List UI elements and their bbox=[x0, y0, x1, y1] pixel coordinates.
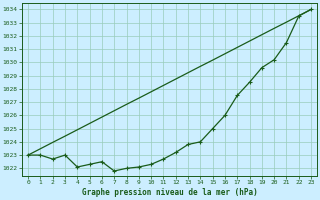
X-axis label: Graphe pression niveau de la mer (hPa): Graphe pression niveau de la mer (hPa) bbox=[82, 188, 258, 197]
